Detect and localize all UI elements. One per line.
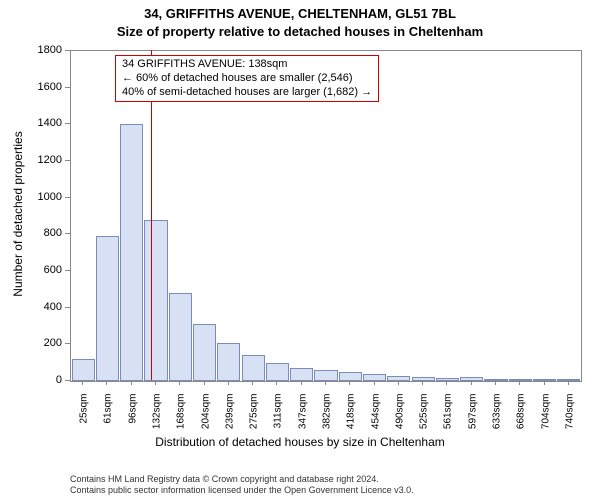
histogram-bar [363, 374, 386, 381]
x-tick-mark [446, 380, 447, 385]
y-tick-label: 400 [0, 301, 62, 313]
chart-title-line2: Size of property relative to detached ho… [0, 24, 600, 39]
x-tick-mark [495, 380, 496, 385]
histogram-bar [96, 236, 119, 381]
histogram-bar [242, 355, 265, 381]
y-tick-mark [65, 380, 70, 381]
histogram-bar [460, 377, 483, 381]
annotation-line3: 40% of semi-detached houses are larger (… [122, 86, 372, 100]
y-tick-label: 1600 [0, 81, 62, 93]
y-tick-label: 200 [0, 337, 62, 349]
chart-title-line1: 34, GRIFFITHS AVENUE, CHELTENHAM, GL51 7… [0, 6, 600, 21]
annotation-box: 34 GRIFFITHS AVENUE: 138sqm ← 60% of det… [115, 55, 379, 102]
x-tick-label: 275sqm [249, 394, 260, 444]
x-tick-label: 168sqm [176, 394, 187, 444]
x-tick-mark [374, 380, 375, 385]
x-tick-label: 454sqm [370, 394, 381, 444]
x-tick-mark [228, 380, 229, 385]
x-tick-label: 239sqm [224, 394, 235, 444]
histogram-bar [72, 359, 95, 381]
x-tick-mark [82, 380, 83, 385]
histogram-bar [217, 343, 240, 382]
attribution-footer: Contains HM Land Registry data © Crown c… [70, 474, 414, 496]
y-tick-label: 1800 [0, 44, 62, 56]
x-tick-mark [106, 380, 107, 385]
x-tick-mark [349, 380, 350, 385]
y-tick-label: 0 [0, 374, 62, 386]
x-tick-mark [301, 380, 302, 385]
histogram-bar [387, 376, 410, 381]
histogram-bar [120, 124, 143, 381]
x-tick-mark [519, 380, 520, 385]
x-tick-label: 311sqm [273, 394, 284, 444]
y-tick-label: 1400 [0, 117, 62, 129]
histogram-bar [436, 378, 459, 381]
x-tick-label: 561sqm [443, 394, 454, 444]
y-tick-mark [65, 343, 70, 344]
x-tick-label: 204sqm [200, 394, 211, 444]
y-tick-label: 800 [0, 227, 62, 239]
x-tick-mark [204, 380, 205, 385]
x-tick-mark [544, 380, 545, 385]
y-tick-label: 1200 [0, 154, 62, 166]
x-tick-mark [252, 380, 253, 385]
property-size-chart: 34, GRIFFITHS AVENUE, CHELTENHAM, GL51 7… [0, 0, 600, 500]
y-tick-mark [65, 87, 70, 88]
x-tick-mark [471, 380, 472, 385]
y-tick-mark [65, 307, 70, 308]
x-tick-label: 668sqm [516, 394, 527, 444]
x-tick-mark [568, 380, 569, 385]
x-tick-label: 96sqm [127, 394, 138, 444]
x-tick-label: 61sqm [103, 394, 114, 444]
x-tick-mark [131, 380, 132, 385]
histogram-bar [533, 379, 556, 381]
y-tick-label: 1000 [0, 191, 62, 203]
histogram-bar [266, 363, 289, 381]
x-tick-mark [398, 380, 399, 385]
annotation-line1: 34 GRIFFITHS AVENUE: 138sqm [122, 58, 372, 72]
histogram-bar [290, 368, 313, 381]
footer-line2: Contains public sector information licen… [70, 485, 414, 496]
histogram-bar [193, 324, 216, 381]
y-tick-mark [65, 123, 70, 124]
x-tick-label: 418sqm [346, 394, 357, 444]
x-tick-mark [155, 380, 156, 385]
y-tick-mark [65, 160, 70, 161]
x-tick-mark [179, 380, 180, 385]
y-axis-label: Number of detached properties [11, 49, 25, 379]
x-tick-mark [422, 380, 423, 385]
y-tick-label: 600 [0, 264, 62, 276]
x-tick-mark [276, 380, 277, 385]
histogram-bar [144, 220, 167, 381]
x-tick-label: 597sqm [467, 394, 478, 444]
x-tick-label: 347sqm [297, 394, 308, 444]
x-tick-mark [325, 380, 326, 385]
x-tick-label: 25sqm [79, 394, 90, 444]
y-tick-mark [65, 197, 70, 198]
y-tick-mark [65, 50, 70, 51]
x-tick-label: 740sqm [564, 394, 575, 444]
histogram-bar [509, 379, 532, 381]
histogram-bar [339, 372, 362, 381]
y-tick-mark [65, 233, 70, 234]
histogram-bar [169, 293, 192, 381]
x-tick-label: 382sqm [322, 394, 333, 444]
annotation-line2: ← 60% of detached houses are smaller (2,… [122, 72, 372, 86]
x-tick-label: 132sqm [152, 394, 163, 444]
x-tick-label: 704sqm [540, 394, 551, 444]
histogram-bar [557, 379, 580, 381]
footer-line1: Contains HM Land Registry data © Crown c… [70, 474, 414, 485]
x-tick-label: 490sqm [394, 394, 405, 444]
x-tick-label: 525sqm [419, 394, 430, 444]
x-tick-label: 633sqm [492, 394, 503, 444]
y-tick-mark [65, 270, 70, 271]
